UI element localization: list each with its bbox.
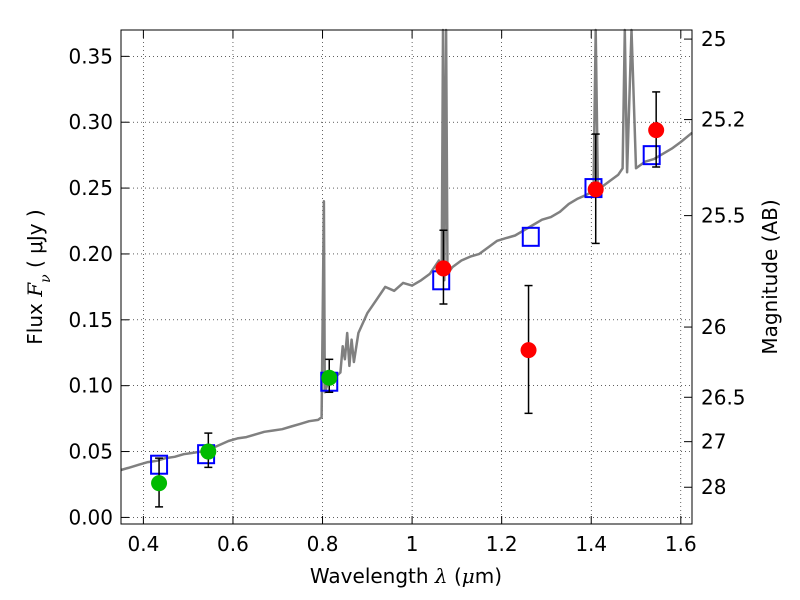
observed-flux-point [200,443,217,460]
y2-tick-label: 25.5 [701,204,746,228]
x-tick-label: 1 [406,532,419,556]
x-tick-label: 1.6 [665,532,697,556]
y2-tick-label: 25 [701,27,726,51]
plot-frame [120,29,693,525]
y-axis-ticks: 0.00 0.05 0.10 0.15 0.20 0.25 0.30 0.35 [68,44,129,529]
y2-tick-label: 26.5 [701,385,746,409]
spectrum-line [120,28,693,472]
y2-axis-label: Magnitude (AB) [758,199,782,354]
x-tick-label: 0.8 [307,532,339,556]
observed-flux-point [587,181,604,198]
y-tick-label: 0.30 [68,110,113,134]
y2-tick-label: 25.2 [701,108,746,132]
x-tick-label: 1.2 [486,532,518,556]
y-tick-label: 0.25 [68,176,113,200]
y-tick-label: 0.20 [68,242,113,266]
x-tick-label: 0.6 [217,532,249,556]
model-square-marker [642,145,661,166]
y-tick-label: 0.00 [68,505,113,529]
data-points-layer [150,91,665,508]
x-tick-label: 0.4 [127,532,159,556]
x-tick-label: 1.4 [575,532,607,556]
model-square-marker [521,226,540,247]
y-tick-label: 0.15 [68,308,113,332]
x-axis-ticks: 0.4 0.6 0.8 1 1.2 1.4 1.6 [127,30,697,556]
y-axis-label: Flux Fν ( μJy ) [23,209,54,344]
y-tick-label: 0.10 [68,374,113,398]
y-tick-label: 0.05 [68,440,113,464]
observed-flux-point [435,260,452,277]
y2-tick-label: 26 [701,315,726,339]
observed-flux-point [151,475,168,492]
y2-tick-label: 27 [701,430,726,454]
observed-flux-point [520,342,537,359]
spectrum-line-layer [120,28,693,472]
y2-tick-label: 28 [701,475,726,499]
y2-axis-ticks: 25 25.2 25.5 26 26.5 27 28 [684,27,746,499]
y-tick-label: 0.35 [68,44,113,68]
x-axis-label: Wavelength λ (μm) [310,564,502,588]
observed-flux-point [648,122,665,139]
observed-flux-point [321,369,338,386]
